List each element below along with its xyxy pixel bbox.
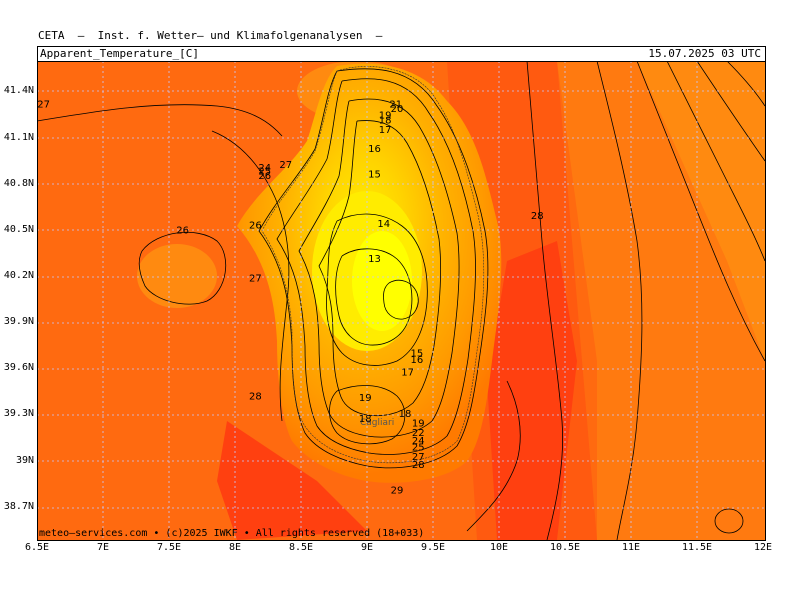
contour-label: 26 xyxy=(258,171,271,182)
lat-tick-label: 39N xyxy=(15,455,34,466)
contour-label: 14 xyxy=(377,219,390,230)
contour-label: 20 xyxy=(391,104,404,115)
chart-title: CETA — Inst. f. Wetter— und Klimafolgena… xyxy=(38,29,383,42)
copyright-text: meteo—services.com • (c)2025 IWKF • All … xyxy=(39,528,425,539)
valid-time: 15.07.2025 03 UTC xyxy=(648,47,761,60)
contour-label: 17 xyxy=(379,125,392,136)
lat-tick-label: 40.2N xyxy=(3,270,34,281)
contour-line xyxy=(526,61,564,540)
sea-coolest-northeast xyxy=(637,61,765,361)
place-label-cagliari: Cagliari xyxy=(360,418,394,428)
contour-label: 26 xyxy=(249,221,262,232)
lon-tick-label: 7E xyxy=(96,542,110,553)
lon-tick-label: 8E xyxy=(228,542,242,553)
sea-hot-zone-east xyxy=(487,241,577,540)
lon-tick-label: 9E xyxy=(360,542,374,553)
contour-label: 22 xyxy=(412,428,425,439)
contour-label: 15 xyxy=(411,348,424,359)
lon-tick-label: 8.5E xyxy=(288,542,314,553)
contour-line xyxy=(335,248,413,346)
contour-label: 19 xyxy=(412,419,425,430)
contour-line xyxy=(276,78,476,455)
lat-tick-label: 39.9N xyxy=(3,316,34,327)
contour-lines xyxy=(37,61,765,540)
contour-label: 24 xyxy=(412,436,425,447)
contour-label: 28 xyxy=(412,460,425,471)
contour-label: 19 xyxy=(359,393,372,404)
lat-tick-label: 41.1N xyxy=(3,132,34,143)
contour-label: 18 xyxy=(359,414,372,425)
lat-tick-label: 38.7N xyxy=(3,501,34,512)
lat-tick-label: 39.6N xyxy=(3,362,34,373)
map-frame xyxy=(37,61,766,541)
lon-tick-label: 6.5E xyxy=(24,542,50,553)
contour-label: 27 xyxy=(412,452,425,463)
contour-label: 18 xyxy=(399,409,412,420)
contour-line xyxy=(326,213,428,366)
lat-tick-label: 40.5N xyxy=(3,224,34,235)
lat-tick-label: 40.8N xyxy=(3,178,34,189)
coastline xyxy=(261,66,485,464)
lon-tick-label: 10.5E xyxy=(549,542,581,553)
contour-label: 25 xyxy=(258,166,271,177)
contour-line xyxy=(714,508,744,534)
contour-label: 28 xyxy=(531,211,544,222)
variable-label: Apparent_Temperature_[C] xyxy=(40,47,199,60)
sea-hot-zone-south xyxy=(217,421,367,540)
lon-tick-label: 9.5E xyxy=(420,542,446,553)
lon-tick-label: 7.5E xyxy=(156,542,182,553)
contour-label: 27 xyxy=(279,160,292,171)
lon-tick-label: 11.5E xyxy=(681,542,713,553)
contour-line xyxy=(211,130,290,422)
lat-tick-label: 39.3N xyxy=(3,408,34,419)
contour-label: 21 xyxy=(389,99,402,110)
contour-line xyxy=(726,61,765,107)
contour-label: 18 xyxy=(379,115,392,126)
variable-bar: Apparent_Temperature_[C] 15.07.2025 03 U… xyxy=(37,46,766,62)
contour-label: 24 xyxy=(258,163,271,174)
contour-line xyxy=(37,104,283,137)
contour-line xyxy=(298,98,460,438)
contour-label: 29 xyxy=(391,486,404,497)
contour-label: 16 xyxy=(411,355,424,366)
contour-label: 28 xyxy=(249,392,262,403)
contour-label: 27 xyxy=(249,273,262,284)
lon-tick-label: 11E xyxy=(621,542,641,553)
contour-line xyxy=(258,68,489,469)
lon-tick-label: 10E xyxy=(489,542,509,553)
contour-label: 17 xyxy=(401,368,414,379)
sea-cool-patch-west xyxy=(137,244,217,308)
footer: meteo—services.com • (c)2025 IWKF • All … xyxy=(37,528,764,540)
contour-label: 27 xyxy=(37,99,50,110)
contour-label: 13 xyxy=(368,254,381,265)
contour-label: 19 xyxy=(379,111,392,122)
contour-label: 15 xyxy=(368,170,381,181)
lat-tick-label: 41.4N xyxy=(3,85,34,96)
contour-line xyxy=(596,61,643,540)
lon-tick-label: 12E xyxy=(753,542,773,553)
contour-label: 16 xyxy=(368,144,381,155)
contour-label: 25 xyxy=(412,443,425,454)
contour-line xyxy=(666,61,765,262)
contour-line xyxy=(138,231,226,305)
contour-line xyxy=(329,385,406,445)
graticule xyxy=(37,61,765,540)
contour-label: 26 xyxy=(176,225,189,236)
contour-line xyxy=(696,61,765,162)
contour-line xyxy=(383,279,419,320)
